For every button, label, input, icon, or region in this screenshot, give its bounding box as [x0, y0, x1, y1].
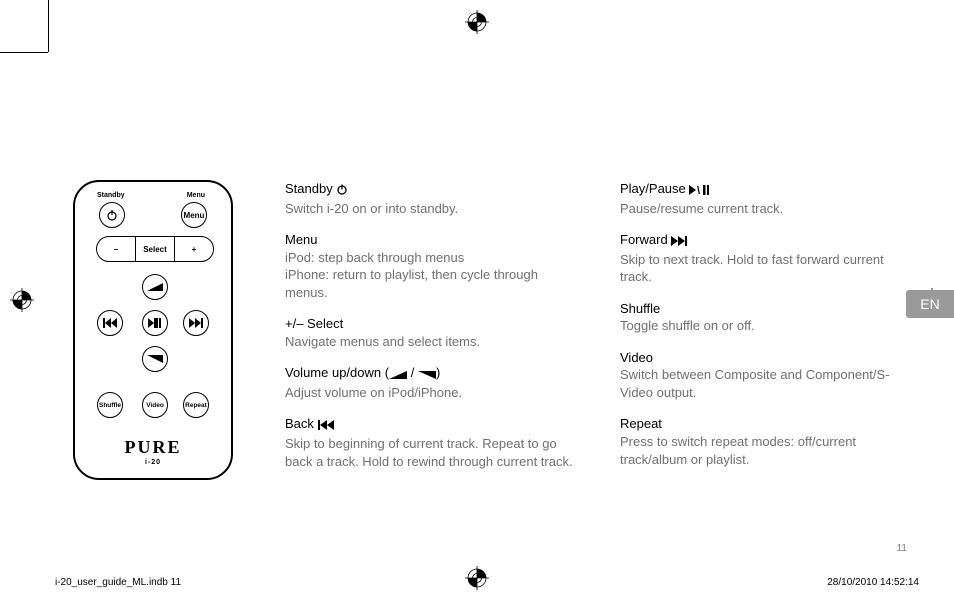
remote-brand-name: PURE: [75, 437, 231, 458]
desc: Skip to beginning of current track. Repe…: [285, 436, 573, 469]
desc: Skip to next track. Hold to fast forward…: [620, 252, 884, 285]
footer-timestamp: 28/10/2010 14:52:14: [827, 577, 919, 588]
registration-mark-left: [10, 288, 34, 312]
remote-select-pill: − Select +: [96, 236, 214, 262]
language-tab: EN: [906, 290, 954, 318]
term: Forward: [620, 232, 668, 247]
column-2: Play/Pause \ Pause/resume current track.…: [620, 180, 919, 480]
remote-repeat-button: Repeat: [183, 392, 209, 418]
remote-label-menu: Menu: [187, 192, 205, 199]
column-1: Standby Switch i-20 on or into standby. …: [285, 180, 584, 480]
item-repeat: Repeat Press to switch repeat modes: off…: [620, 415, 919, 468]
remote-volume-down: [142, 346, 168, 372]
remote-forward-button: [183, 310, 209, 336]
item-select: +/– Select Navigate menus and select ite…: [285, 315, 584, 350]
print-footer: i-20_user_guide_ML.indb 11 28/10/2010 14…: [55, 577, 919, 588]
remote-select: Select: [136, 245, 174, 254]
remote-brand: PURE i-20: [75, 437, 231, 466]
term: Play/Pause: [620, 181, 686, 196]
remote-brand-model: i-20: [75, 459, 231, 466]
remote-back-button: [97, 310, 123, 336]
desc: Switch i-20 on or into standby.: [285, 201, 458, 216]
item-forward: Forward Skip to next track. Hold to fast…: [620, 231, 919, 286]
remote-label-standby: Standby: [97, 192, 125, 199]
item-playpause: Play/Pause \ Pause/resume current track.: [620, 180, 919, 217]
term: Menu: [285, 232, 318, 247]
power-icon: [336, 182, 348, 200]
remote-menu-button: Menu: [181, 202, 207, 228]
vol-up-icon: [389, 366, 407, 384]
term: Repeat: [620, 416, 662, 431]
vol-down-icon: [418, 366, 436, 384]
term: Volume up/down: [285, 365, 381, 380]
page-number: 11: [897, 543, 907, 554]
term: Standby: [285, 181, 333, 196]
description-columns: Standby Switch i-20 on or into standby. …: [285, 180, 919, 480]
remote-plus: +: [175, 245, 213, 254]
remote-volume-up: [142, 274, 168, 300]
desc: Adjust volume on iPod/iPhone.: [285, 385, 462, 400]
desc: iPod: step back through menus iPhone: re…: [285, 250, 538, 300]
item-volume: Volume up/down ( / ) Adjust volume on iP…: [285, 364, 584, 401]
term: +/– Select: [285, 316, 343, 331]
remote-video-button: Video: [142, 392, 168, 418]
remote-minus: −: [97, 245, 135, 254]
footer-file: i-20_user_guide_ML.indb 11: [55, 577, 181, 588]
desc: Toggle shuffle on or off.: [620, 318, 755, 333]
item-standby: Standby Switch i-20 on or into standby.: [285, 180, 584, 217]
item-back: Back Skip to beginning of current track.…: [285, 415, 584, 470]
item-menu: Menu iPod: step back through menus iPhon…: [285, 231, 584, 301]
page-content: EN Standby Menu Menu − Select +: [55, 60, 919, 560]
remote-playpause-button: [142, 310, 168, 336]
playpause-icon: \: [689, 182, 709, 200]
desc: Press to switch repeat modes: off/curren…: [620, 434, 856, 467]
back-icon: [318, 417, 334, 435]
crop-mark-h: [0, 52, 48, 53]
item-shuffle: Shuffle Toggle shuffle on or off.: [620, 300, 919, 335]
term: Back: [285, 416, 314, 431]
remote-shuffle-button: Shuffle: [97, 392, 123, 418]
desc: Pause/resume current track.: [620, 201, 783, 216]
crop-mark-v: [48, 0, 49, 52]
forward-icon: [671, 233, 687, 251]
desc: Navigate menus and select items.: [285, 334, 480, 349]
term: Video: [620, 350, 653, 365]
remote-standby-button: [99, 202, 125, 228]
registration-mark-top: [465, 10, 489, 34]
item-video: Video Switch between Composite and Compo…: [620, 349, 919, 402]
desc: Switch between Composite and Component/S…: [620, 367, 890, 400]
svg-text:\: \: [697, 185, 700, 195]
term: Shuffle: [620, 301, 660, 316]
remote-illustration: Standby Menu Menu − Select +: [55, 180, 251, 480]
